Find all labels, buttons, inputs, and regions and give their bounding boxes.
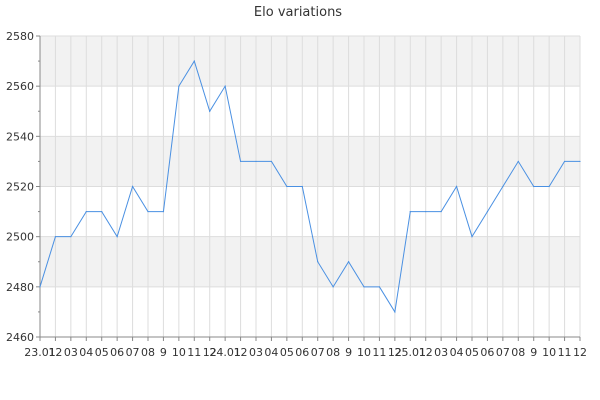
- plot-band: [40, 36, 580, 87]
- data-point: [533, 185, 535, 188]
- data-point: [455, 185, 458, 188]
- x-tick-label: 9: [345, 346, 352, 359]
- x-tick-label: 08: [511, 346, 525, 359]
- x-tick-label: 06: [480, 346, 494, 359]
- data-point: [363, 286, 365, 288]
- x-tick-label: 07: [126, 346, 140, 359]
- y-tick-label: 2460: [6, 331, 34, 344]
- data-point: [54, 236, 57, 238]
- y-tick-label: 2480: [6, 281, 34, 294]
- data-point: [486, 210, 489, 213]
- data-point: [579, 160, 581, 163]
- data-point: [193, 60, 195, 62]
- x-tick-label: 9: [530, 346, 537, 359]
- data-point: [116, 236, 118, 238]
- data-point: [301, 185, 303, 188]
- data-point: [85, 210, 87, 213]
- x-tick-label: 07: [311, 346, 325, 359]
- x-tick-label: 10: [357, 346, 371, 359]
- y-tick-label: 2520: [6, 181, 34, 194]
- plot-band: [40, 136, 580, 187]
- x-tick-label: 12: [203, 346, 217, 359]
- data-point: [317, 261, 319, 263]
- data-point: [270, 160, 273, 163]
- data-point: [162, 210, 165, 213]
- x-tick-label: 10: [172, 346, 186, 359]
- plot-band: [40, 236, 580, 287]
- data-point: [39, 286, 41, 288]
- data-point: [286, 185, 288, 188]
- x-tick-label: 12: [48, 346, 62, 359]
- data-point: [563, 160, 566, 163]
- x-tick-label: 08: [326, 346, 340, 359]
- data-point: [440, 210, 442, 213]
- data-point: [332, 286, 334, 288]
- plot-band: [40, 186, 580, 237]
- x-tick-label: 11: [372, 346, 386, 359]
- data-point: [178, 85, 180, 87]
- x-tick-label: 12: [388, 346, 402, 359]
- x-tick-label: 24.01: [209, 346, 241, 359]
- x-tick-label: 08: [141, 346, 155, 359]
- data-point: [131, 185, 134, 188]
- y-tick-labels: 2460 2480 2500 2520 2540 2560 2580: [6, 30, 34, 344]
- data-point: [471, 236, 473, 238]
- x-tick-label: 9: [160, 346, 167, 359]
- data-point: [347, 261, 350, 263]
- x-tick-label: 05: [280, 346, 294, 359]
- x-tick-label: 06: [110, 346, 124, 359]
- x-tick-label: 06: [295, 346, 309, 359]
- x-tick-label: 12: [419, 346, 433, 359]
- y-tick-label: 2580: [6, 30, 34, 43]
- y-tick-label: 2560: [6, 80, 34, 93]
- x-tick-label: 11: [187, 346, 201, 359]
- y-tick-label: 2500: [6, 231, 34, 244]
- x-tick-label: 23.01: [24, 346, 56, 359]
- data-point: [255, 160, 257, 163]
- data-point: [224, 85, 226, 87]
- x-tick-label: 04: [450, 346, 464, 359]
- x-tick-label: 12: [234, 346, 248, 359]
- x-tick-label: 07: [496, 346, 510, 359]
- series-layer: [39, 59, 581, 314]
- x-tick-label: 03: [249, 346, 263, 359]
- data-point: [378, 286, 381, 288]
- x-tick-label: 04: [79, 346, 93, 359]
- chart-title: Elo variations: [254, 5, 342, 20]
- data-point: [70, 236, 72, 238]
- x-tick-label: 25.01: [395, 346, 427, 359]
- data-point: [502, 185, 504, 188]
- data-point: [101, 210, 103, 213]
- x-tick-label: 11: [558, 346, 572, 359]
- x-tick-label: 05: [465, 346, 479, 359]
- x-tick-label: 05: [95, 346, 109, 359]
- data-point: [548, 185, 550, 188]
- x-tick-label: 12: [573, 346, 587, 359]
- y-tick-label: 2540: [6, 130, 34, 143]
- plot-band: [40, 286, 580, 337]
- data-point: [209, 110, 211, 112]
- x-tick-label: 03: [434, 346, 448, 359]
- elo-series-line: [39, 59, 580, 314]
- data-point: [147, 210, 149, 213]
- x-tick-label: 10: [542, 346, 556, 359]
- data-point: [239, 160, 242, 163]
- data-point: [517, 160, 519, 163]
- plot-bands: [40, 36, 580, 337]
- data-point: [409, 210, 411, 213]
- x-tick-label: 04: [264, 346, 278, 359]
- data-point: [425, 210, 427, 213]
- data-point: [394, 311, 396, 313]
- x-tick-label: 03: [64, 346, 78, 359]
- plot-band: [40, 86, 580, 137]
